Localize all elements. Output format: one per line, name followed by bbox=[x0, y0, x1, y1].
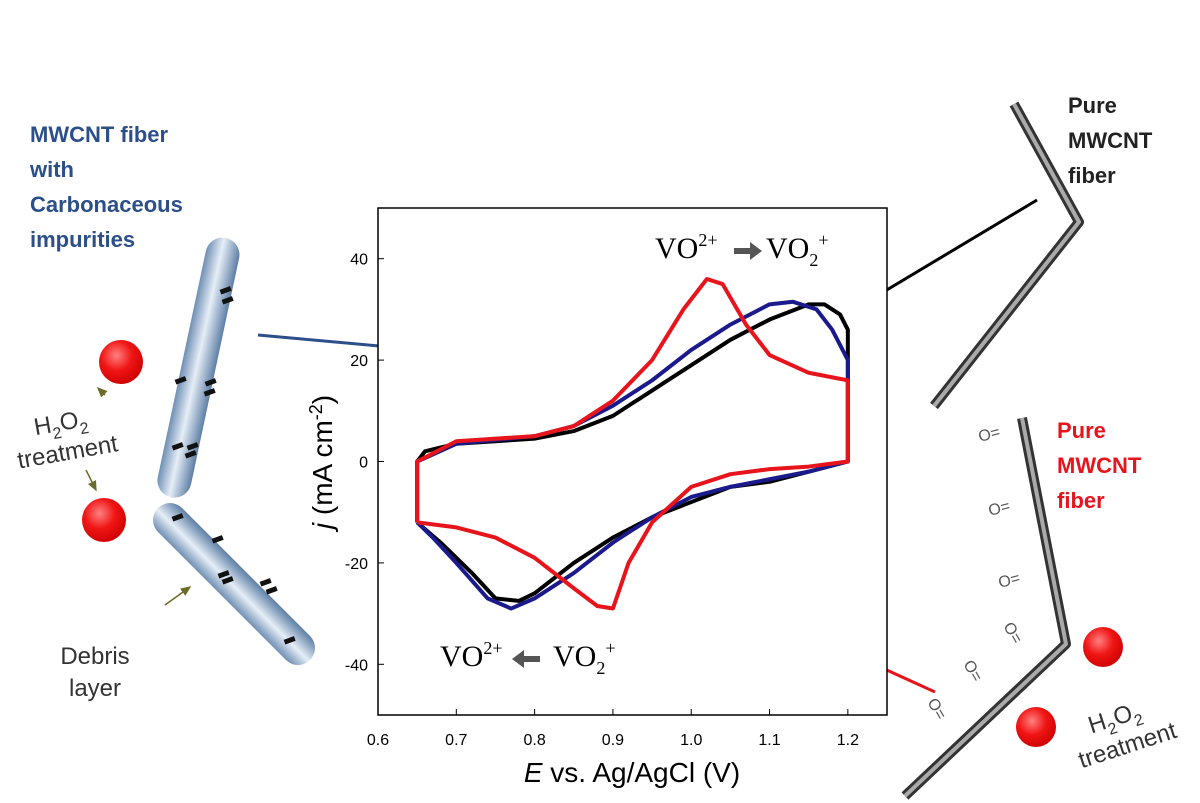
label-line: fiber bbox=[1057, 488, 1105, 513]
x-axis-title: E vs. Ag/AgCl (V) bbox=[524, 757, 740, 788]
label-line: MWCNT bbox=[1068, 128, 1153, 153]
y-axis-title: j (mA cm-2) bbox=[306, 395, 338, 533]
annotation-text: + bbox=[818, 230, 828, 250]
x-tick-label: 1.1 bbox=[758, 732, 780, 749]
label-line: MWCNT fiber bbox=[30, 122, 169, 147]
x-tick-label: 0.6 bbox=[367, 732, 389, 749]
label-part: H bbox=[32, 412, 54, 442]
y-tick-label: -40 bbox=[345, 657, 368, 674]
label-line: layer bbox=[69, 675, 121, 702]
annotation-text: 2 bbox=[596, 658, 605, 678]
label-line: Pure bbox=[1057, 418, 1106, 443]
label-line: Debris bbox=[60, 643, 129, 670]
label-line: Pure bbox=[1068, 93, 1117, 118]
treatment-label-left: H2O2 treatment bbox=[10, 401, 120, 475]
x-tick-label: 0.7 bbox=[445, 732, 467, 749]
treated-fiber-label: Pure MWCNT fiber bbox=[1057, 418, 1142, 513]
treatment-label-right: H2O2 treatment bbox=[1066, 688, 1180, 774]
label-line: treatment bbox=[15, 430, 120, 474]
carbonyl: O= bbox=[924, 696, 950, 723]
carbonyl: O= bbox=[1000, 620, 1026, 647]
impurity-fiber-label: MWCNT fiber with Carbonaceous impurities bbox=[29, 122, 183, 252]
carbonyl: O= bbox=[977, 424, 1002, 446]
figure: 0.60.70.80.91.01.11.240200-20-40 VO2+ VO… bbox=[0, 0, 1200, 803]
label-part: O bbox=[58, 407, 81, 437]
carbonyl: O= bbox=[997, 570, 1022, 592]
annotation-text: VO bbox=[440, 640, 483, 673]
y-axis-title-part: (mA cm bbox=[307, 420, 338, 523]
label-line: with bbox=[29, 157, 74, 182]
carbonyl: O= bbox=[987, 498, 1012, 520]
y-tick-label: -20 bbox=[345, 556, 368, 573]
y-tick-label: 0 bbox=[359, 455, 368, 472]
annotation-text: VO bbox=[655, 232, 698, 265]
pure-fiber-drawing bbox=[934, 104, 1079, 406]
carbonyl-groups: O= O= O= O= O= O= bbox=[924, 424, 1026, 723]
label-line: fiber bbox=[1068, 163, 1116, 188]
annotation-text: VO bbox=[766, 232, 809, 265]
plot-frame bbox=[378, 208, 887, 715]
x-tick-label: 1.0 bbox=[680, 732, 702, 749]
y-tick-label: 40 bbox=[350, 252, 368, 269]
label-line: impurities bbox=[30, 227, 135, 252]
x-tick-label: 0.9 bbox=[602, 732, 624, 749]
annotation-text: VO bbox=[553, 640, 596, 673]
annotation-text: + bbox=[605, 638, 615, 658]
annotation-text: 2+ bbox=[483, 638, 502, 658]
debris-label: Debris layer bbox=[60, 643, 129, 702]
pure-fiber-label: Pure MWCNT fiber bbox=[1068, 93, 1153, 188]
x-tick-label: 1.2 bbox=[837, 732, 859, 749]
x-axis-title-part: vs. Ag/AgCl (V) bbox=[543, 757, 741, 788]
y-axis-title-part: ) bbox=[307, 395, 338, 404]
y-axis-title-part: -2 bbox=[306, 404, 326, 420]
label-line: Carbonaceous bbox=[30, 192, 183, 217]
annotation-text: 2 bbox=[809, 250, 818, 270]
carbonyl: O= bbox=[960, 658, 986, 685]
x-tick-label: 0.8 bbox=[523, 732, 545, 749]
x-axis-title-part: E bbox=[524, 757, 543, 788]
annotation-text: 2+ bbox=[698, 230, 717, 250]
label-line: MWCNT bbox=[1057, 453, 1142, 478]
y-tick-label: 20 bbox=[350, 353, 368, 370]
